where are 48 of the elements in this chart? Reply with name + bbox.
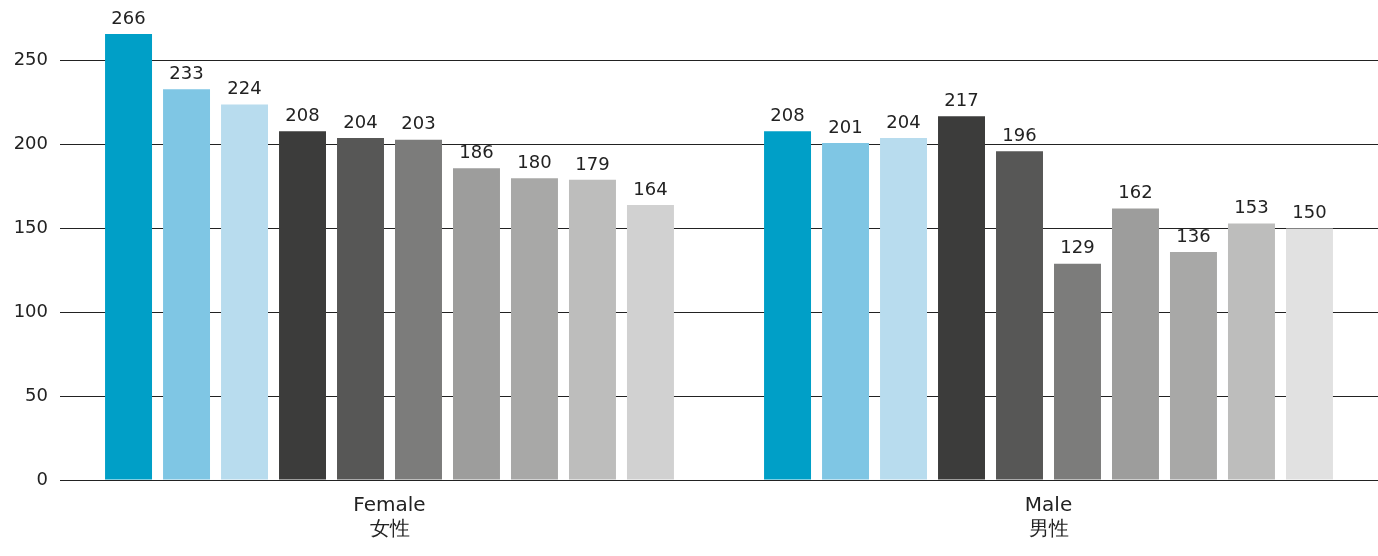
- data-label: 196: [1002, 124, 1037, 146]
- data-label: 153: [1234, 196, 1269, 218]
- data-label: 233: [169, 62, 204, 83]
- bar: [764, 131, 812, 480]
- y-tick-label: 200: [13, 132, 48, 154]
- y-tick-label: 150: [13, 216, 48, 238]
- bar: [395, 139, 442, 480]
- data-label: 150: [1292, 201, 1327, 223]
- bar: [279, 131, 326, 480]
- bar: [626, 205, 674, 480]
- bar: [1169, 251, 1217, 480]
- x-tick-label: Male 男性: [1024, 492, 1073, 541]
- bar: [880, 137, 928, 480]
- bar: [510, 178, 558, 480]
- data-label: 208: [770, 103, 805, 125]
- data-label: 204: [343, 110, 378, 132]
- data-label: 208: [285, 103, 320, 125]
- data-label: 204: [886, 110, 921, 132]
- y-tick-label: 250: [13, 48, 48, 70]
- data-label: 186: [459, 140, 494, 162]
- data-label: 129: [1060, 236, 1095, 258]
- bar: [163, 89, 211, 480]
- x-tick-label: Female 女性: [353, 492, 426, 541]
- data-label: 136: [1176, 224, 1211, 246]
- data-label: 164: [633, 177, 668, 199]
- y-tick-label: 50: [25, 383, 48, 405]
- bar: [938, 116, 985, 480]
- bar: [568, 179, 616, 480]
- bar: [1112, 208, 1159, 480]
- bar: [105, 34, 153, 480]
- data-label: 266: [111, 6, 146, 28]
- data-label: 201: [828, 115, 863, 137]
- data-label: 224: [227, 77, 262, 99]
- data-label: 217: [944, 88, 979, 110]
- bar: [221, 104, 269, 480]
- data-label: 180: [517, 150, 552, 172]
- bar: [1227, 223, 1275, 480]
- bar: [1054, 263, 1101, 480]
- bar: [453, 168, 500, 480]
- bar: [822, 142, 870, 480]
- bar: [337, 137, 384, 480]
- data-label: 203: [401, 112, 436, 134]
- bar: [1285, 228, 1333, 480]
- data-label: 162: [1118, 181, 1153, 203]
- data-label: 179: [575, 152, 610, 174]
- bar: [996, 151, 1043, 480]
- y-tick-label: 100: [13, 300, 48, 321]
- y-tick-label: 0: [36, 467, 48, 489]
